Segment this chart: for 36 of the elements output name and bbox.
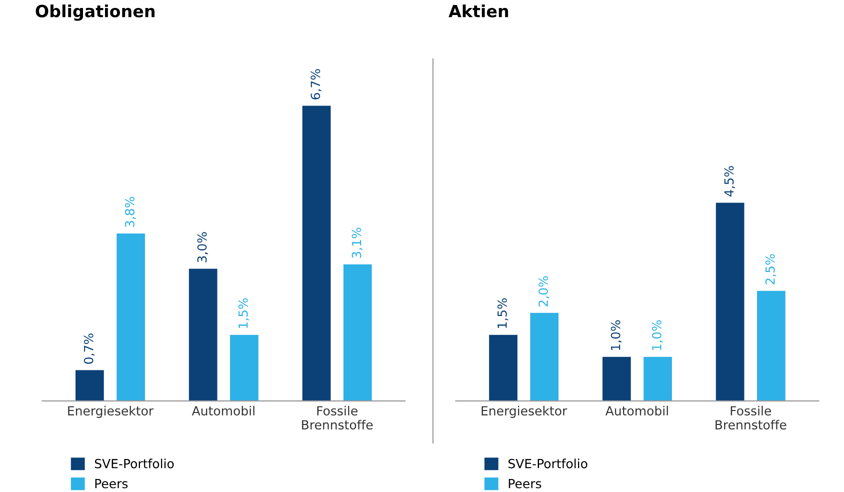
bar [302,106,331,401]
data-label: 1,0% [610,320,622,350]
chart-title: Obligationen [36,4,155,21]
bar [644,356,672,401]
bar [343,264,372,401]
x-tick-label: Automobil [605,406,668,416]
data-label: 6,7% [310,69,322,100]
data-label: 4,5% [724,166,735,197]
x-tick-label: Fossile Brennstoffe [716,406,786,430]
data-label: 1,5% [238,298,250,328]
legend-label: Peers [508,479,542,488]
bar [530,312,559,401]
bar [230,334,258,401]
bar [489,334,518,401]
data-label: 1,0% [652,320,663,350]
legend-label: SVE-Portfolio [94,458,174,468]
bar [602,356,631,401]
x-tick-label: Automobil [192,406,254,416]
data-label: 3,1% [352,228,363,258]
data-label: 0,7% [84,334,95,364]
data-label: 1,5% [497,298,508,328]
bar [757,290,786,401]
x-tick-label: Energiesektor [482,406,568,418]
data-label: 3,0% [197,232,208,262]
x-tick-label: Energiesektor [68,406,154,418]
bar [76,370,104,401]
data-label: 2,5% [765,254,776,284]
bar [116,234,145,401]
legend-label: SVE-Portfolio [508,458,588,468]
data-label: 3,8% [124,196,136,228]
legend-label: Peers [95,479,128,488]
data-label: 2,0% [538,276,550,306]
bar [188,268,218,401]
x-tick-label: Fossile Brennstoffe [302,406,373,430]
chart-title: Aktien [448,4,508,18]
bar [716,202,744,401]
